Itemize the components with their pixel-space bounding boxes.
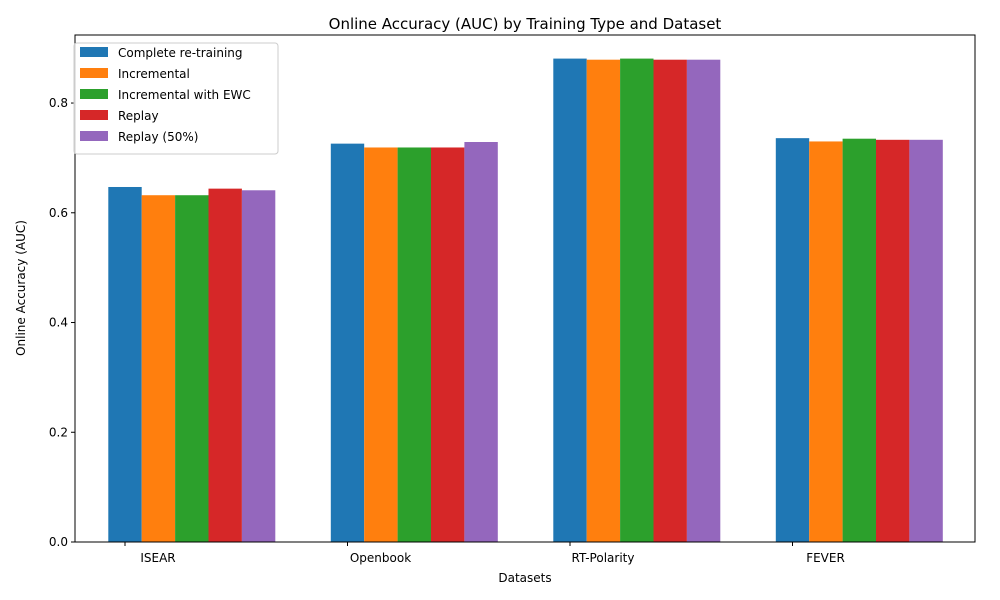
bar-rt-polarity-series-2 (586, 59, 621, 542)
legend-swatch (80, 110, 108, 120)
y-tick-label: 0.0 (49, 535, 68, 549)
plot-frame (74, 34, 976, 543)
legend-label: Replay (118, 109, 159, 123)
legend-label: Replay (50%) (118, 130, 198, 144)
legend-swatch (80, 131, 108, 141)
bar-isear-series-3 (175, 195, 209, 542)
y-tick-label: 0.8 (49, 96, 68, 110)
legend-label: Incremental (118, 67, 190, 81)
bar-openbook-series-5 (464, 142, 498, 542)
bar-isear-series-4 (208, 188, 242, 542)
bar-rt-polarity-series-4 (653, 59, 687, 542)
legend-box (73, 42, 279, 155)
x-tick-label: RT-Polarity (572, 551, 635, 565)
bars-group (108, 58, 943, 543)
x-axis-label: Datasets (498, 571, 551, 585)
bar-fever-series-4 (876, 139, 910, 543)
bar-isear-series-1 (108, 186, 142, 543)
bar-isear-series-5 (241, 190, 276, 542)
bar-fever-series-1 (775, 138, 810, 542)
x-axis-ticks: ISEAR Openbook RT-Polarity FEVER (124, 542, 845, 565)
legend-swatch (80, 68, 108, 78)
x-tick-label: ISEAR (140, 551, 175, 565)
y-axis-label: Online Accuracy (AUC) (14, 220, 28, 356)
bar-openbook-series-3 (397, 147, 431, 543)
y-tick-label: 0.2 (49, 425, 68, 439)
y-tick-label: 0.6 (49, 206, 68, 220)
bar-rt-polarity-series-3 (620, 58, 654, 543)
x-tick-label: FEVER (806, 551, 845, 565)
bar-rt-polarity-series-5 (686, 59, 721, 542)
legend-label: Complete re-training (118, 46, 243, 60)
bar-openbook-series-4 (431, 147, 465, 543)
bar-rt-polarity-series-1 (553, 58, 587, 543)
legend-swatch (80, 89, 108, 99)
bar-fever-series-2 (809, 141, 843, 542)
bar-openbook-series-2 (364, 147, 398, 543)
chart-title: Online Accuracy (AUC) by Training Type a… (329, 15, 722, 33)
bar-openbook-series-1 (330, 143, 365, 542)
y-tick-label: 0.4 (49, 316, 68, 330)
legend-label: Incremental with EWC (118, 88, 251, 102)
legend: Complete re-training Incremental Increment… (73, 42, 279, 155)
bar-fever-series-3 (842, 138, 876, 542)
bar-isear-series-2 (141, 195, 176, 542)
x-tick-label: Openbook (350, 551, 411, 565)
bar-fever-series-5 (909, 139, 943, 543)
legend-swatch (80, 47, 108, 57)
